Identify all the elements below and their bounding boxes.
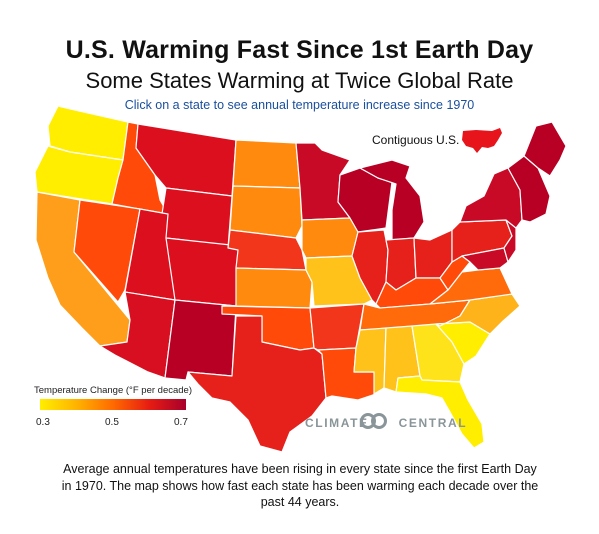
brand-central-text: CENTRAL — [398, 416, 468, 430]
climate-central-logo-icon — [360, 413, 387, 429]
brand-climate-central: CLIMATE CENTRAL — [305, 416, 467, 430]
legend-title: Temperature Change (°F per decade) — [34, 385, 192, 396]
brand-climate-text: CLIMATE — [305, 416, 369, 430]
state-nd[interactable] — [232, 139, 301, 189]
state-tx[interactable] — [187, 315, 327, 453]
state-ia[interactable] — [301, 217, 359, 259]
contiguous-us-label: Contiguous U.S. — [372, 133, 460, 147]
map-caption: Average annual temperatures have been ri… — [61, 462, 539, 509]
legend-tick-mid: 0.5 — [105, 417, 119, 428]
state-ks[interactable] — [235, 267, 313, 309]
legend-color-scale — [40, 399, 186, 410]
map-title: U.S. Warming Fast Since 1st Earth Day — [65, 36, 534, 64]
state-nc[interactable] — [435, 293, 521, 335]
contiguous-us-inset[interactable] — [462, 128, 502, 153]
state-nv[interactable] — [73, 199, 141, 303]
state-fl[interactable] — [395, 375, 485, 449]
click-instruction: Click on a state to see annual temperatu… — [124, 98, 475, 112]
state-me[interactable] — [523, 121, 567, 177]
legend-tick-min: 0.3 — [36, 417, 50, 428]
state-sd[interactable] — [229, 185, 303, 239]
state-mi[interactable] — [359, 159, 425, 241]
map-subtitle: Some States Warming at Twice Global Rate — [85, 68, 514, 93]
legend-tick-max: 0.7 — [174, 417, 188, 428]
state-ar[interactable] — [309, 303, 365, 351]
